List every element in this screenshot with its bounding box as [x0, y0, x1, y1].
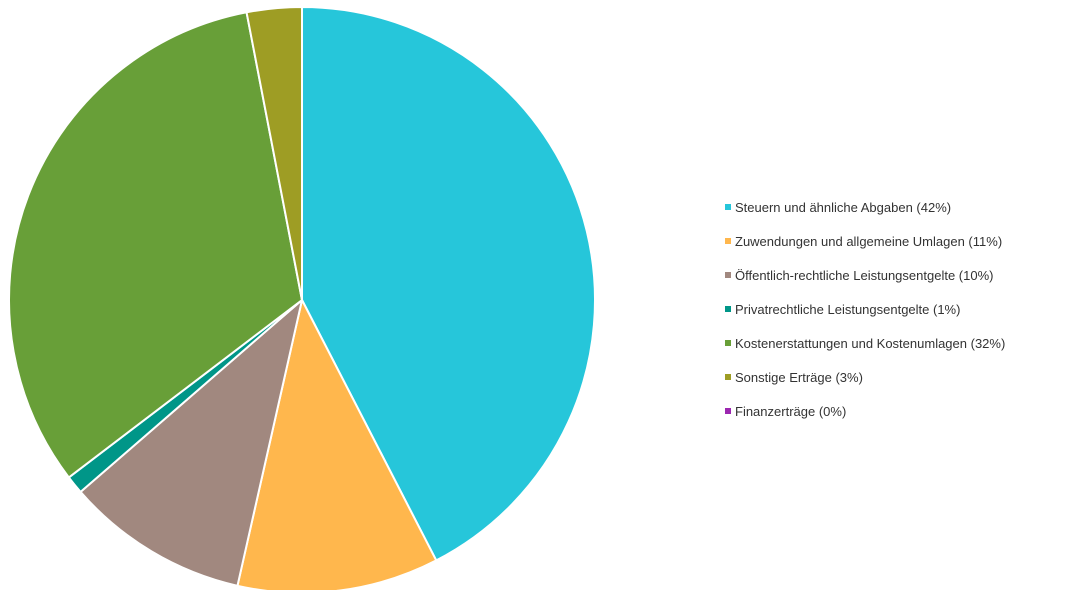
pie-plot-area [8, 6, 596, 590]
pie-slice-6[interactable] [245, 6, 303, 301]
legend-item-4[interactable]: Privatrechtliche Leistungsentgelte (1%) [725, 292, 1075, 326]
legend-item-2[interactable]: Zuwendungen und allgemeine Umlagen (11%) [725, 224, 1075, 258]
legend-item-5[interactable]: Kostenerstattungen und Kostenumlagen (32… [725, 326, 1075, 360]
chart-legend: Steuern und ähnliche Abgaben (42%) Zuwend… [725, 190, 1075, 428]
legend-label-4: Privatrechtliche Leistungsentgelte (1%) [735, 301, 961, 317]
legend-item-6[interactable]: Sonstige Erträge (3%) [725, 360, 1075, 394]
pie-slice-2[interactable] [236, 299, 438, 590]
pie-slice-5[interactable] [8, 11, 303, 479]
legend-swatch-6 [725, 374, 731, 380]
legend-label-1: Steuern und ähnliche Abgaben (42%) [735, 199, 952, 215]
pie-slice-1[interactable] [301, 6, 596, 562]
pie-slice-3[interactable] [79, 299, 303, 587]
legend-label-3: Öffentlich-rechtliche Leistungsentgelte … [735, 267, 994, 283]
legend-swatch-4 [725, 306, 731, 312]
legend-swatch-2 [725, 238, 731, 244]
legend-swatch-1 [725, 204, 731, 210]
legend-label-7: Finanzerträge (0%) [735, 403, 847, 419]
legend-item-1[interactable]: Steuern und ähnliche Abgaben (42%) [725, 190, 1075, 224]
legend-label-6: Sonstige Erträge (3%) [735, 369, 863, 385]
legend-item-3[interactable]: Öffentlich-rechtliche Leistungsentgelte … [725, 258, 1075, 292]
legend-label-5: Kostenerstattungen und Kostenumlagen (32… [735, 335, 1006, 351]
legend-swatch-7 [725, 408, 731, 414]
legend-swatch-3 [725, 272, 731, 278]
legend-label-2: Zuwendungen und allgemeine Umlagen (11%) [735, 233, 1003, 249]
legend-item-7[interactable]: Finanzerträge (0%) [725, 394, 1075, 428]
legend-swatch-5 [725, 340, 731, 346]
